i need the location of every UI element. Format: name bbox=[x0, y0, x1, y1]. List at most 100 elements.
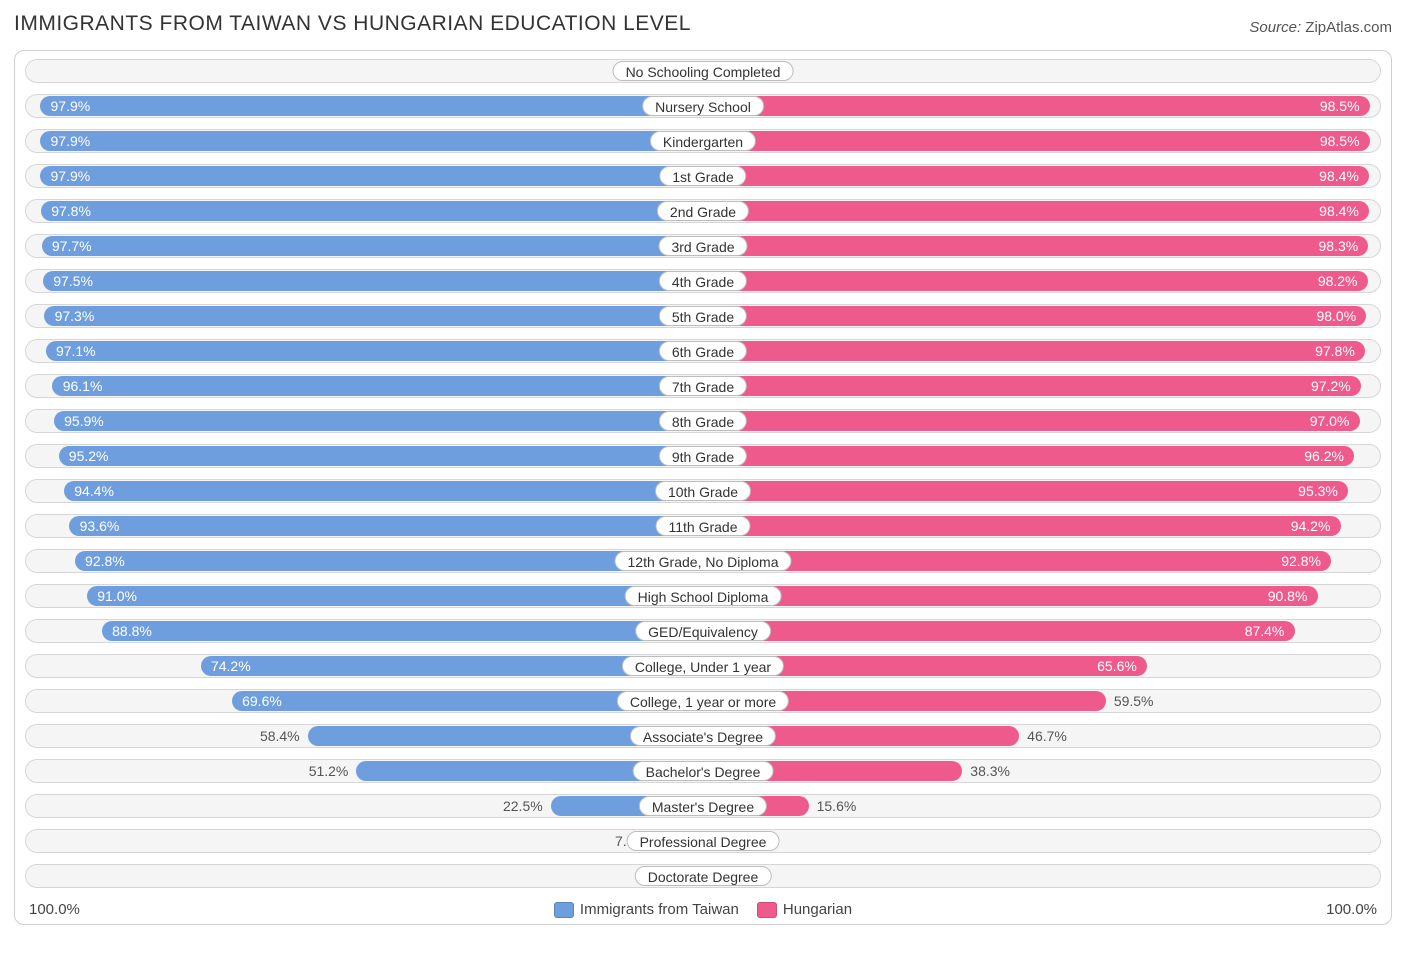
header: IMMIGRANTS FROM TAIWAN VS HUNGARIAN EDUC… bbox=[14, 12, 1392, 36]
diverging-bar-chart: 2.1%1.6%No Schooling Completed 97.9% 98.5%… bbox=[14, 50, 1392, 925]
bar-right bbox=[703, 201, 1369, 221]
bar-right bbox=[703, 131, 1370, 151]
value-right: 98.0% bbox=[1308, 305, 1364, 327]
source-name: ZipAtlas.com bbox=[1305, 19, 1392, 36]
bar-row: 97.9% 98.4% 1st Grade bbox=[25, 164, 1381, 188]
bar-row: 97.7% 98.3% 3rd Grade bbox=[25, 234, 1381, 258]
bar-row: 97.8%98.4%2nd Grade bbox=[25, 199, 1381, 223]
category-pill: 8th Grade bbox=[659, 411, 747, 431]
bar-row: 2.1%1.6%No Schooling Completed bbox=[25, 59, 1381, 83]
value-right: 97.0% bbox=[1302, 410, 1358, 432]
category-pill: Master's Degree bbox=[639, 796, 767, 816]
bar-right bbox=[703, 341, 1365, 361]
category-pill: 11th Grade bbox=[655, 516, 750, 536]
value-left: 97.9% bbox=[43, 165, 99, 187]
bar-right bbox=[703, 306, 1366, 326]
bar-left bbox=[69, 516, 703, 536]
bar-row: 7.1%4.6%Professional Degree bbox=[25, 829, 1381, 853]
legend-item-left: Immigrants from Taiwan bbox=[554, 901, 739, 918]
source-attribution: Source: ZipAtlas.com bbox=[1249, 19, 1392, 36]
bar-row: 95.2% 96.2% 9th Grade bbox=[25, 444, 1381, 468]
value-left: 97.3% bbox=[47, 305, 103, 327]
bar-right bbox=[703, 236, 1368, 256]
bar-left bbox=[41, 201, 703, 221]
value-left: 97.8% bbox=[43, 200, 99, 222]
chart-footer: 100.0% Immigrants from Taiwan Hungarian … bbox=[25, 899, 1381, 918]
bar-row: 94.4% 95.3% 10th Grade bbox=[25, 479, 1381, 503]
bar-row: 74.2%65.6%College, Under 1 year bbox=[25, 654, 1381, 678]
value-left: 97.9% bbox=[43, 95, 99, 117]
value-left: 88.8% bbox=[104, 620, 160, 642]
bar-left bbox=[43, 271, 703, 291]
category-pill: Bachelor's Degree bbox=[633, 761, 774, 781]
bar-row: 58.4%46.7%Associate's Degree bbox=[25, 724, 1381, 748]
bar-left bbox=[75, 551, 703, 571]
category-pill: No Schooling Completed bbox=[613, 61, 794, 81]
bar-left bbox=[40, 96, 703, 116]
category-pill: College, 1 year or more bbox=[617, 691, 789, 711]
value-right: 98.4% bbox=[1311, 200, 1367, 222]
category-pill: Nursery School bbox=[642, 96, 764, 116]
bar-right bbox=[703, 411, 1360, 431]
value-left: 91.0% bbox=[89, 585, 145, 607]
value-right: 98.5% bbox=[1312, 130, 1368, 152]
value-right: 96.2% bbox=[1296, 445, 1352, 467]
bar-left bbox=[46, 341, 703, 361]
value-right: 94.2% bbox=[1283, 515, 1339, 537]
category-pill: College, Under 1 year bbox=[622, 656, 784, 676]
bar-left bbox=[52, 376, 703, 396]
value-left: 93.6% bbox=[72, 515, 128, 537]
bar-right bbox=[703, 481, 1348, 501]
bar-row: 97.3% 98.0% 5th Grade bbox=[25, 304, 1381, 328]
legend-label-left: Immigrants from Taiwan bbox=[580, 901, 739, 918]
value-right: 38.3% bbox=[962, 760, 1018, 782]
value-right: 95.3% bbox=[1290, 480, 1346, 502]
category-pill: High School Diploma bbox=[625, 586, 782, 606]
bar-right bbox=[703, 446, 1354, 466]
value-left: 94.4% bbox=[66, 480, 122, 502]
bar-row: 88.8%87.4%GED/Equivalency bbox=[25, 619, 1381, 643]
bar-row: 97.5%98.2%4th Grade bbox=[25, 269, 1381, 293]
bar-left bbox=[40, 131, 703, 151]
bar-row: 22.5% 15.6% Master's Degree bbox=[25, 794, 1381, 818]
value-right: 15.6% bbox=[809, 795, 865, 817]
bar-row: 97.9% 98.5% Nursery School bbox=[25, 94, 1381, 118]
category-pill: 3rd Grade bbox=[658, 236, 747, 256]
source-prefix: Source: bbox=[1249, 19, 1301, 36]
bar-row: 69.6%59.5%College, 1 year or more bbox=[25, 689, 1381, 713]
category-pill: GED/Equivalency bbox=[635, 621, 771, 641]
bar-right bbox=[703, 551, 1331, 571]
category-pill: 1st Grade bbox=[659, 166, 746, 186]
legend-item-right: Hungarian bbox=[757, 901, 852, 918]
value-right: 98.2% bbox=[1310, 270, 1366, 292]
legend-swatch-right bbox=[757, 902, 777, 918]
category-pill: 9th Grade bbox=[659, 446, 747, 466]
value-right: 98.3% bbox=[1310, 235, 1366, 257]
value-right: 98.4% bbox=[1311, 165, 1367, 187]
value-left: 97.1% bbox=[48, 340, 104, 362]
bar-left bbox=[64, 481, 703, 501]
legend-swatch-left bbox=[554, 902, 574, 918]
legend-label-right: Hungarian bbox=[783, 901, 852, 918]
bar-left bbox=[44, 306, 703, 326]
axis-max-right: 100.0% bbox=[1326, 901, 1377, 918]
value-left: 95.2% bbox=[61, 445, 117, 467]
category-pill: 10th Grade bbox=[655, 481, 751, 501]
value-left: 97.9% bbox=[43, 130, 99, 152]
value-right: 65.6% bbox=[1089, 655, 1145, 677]
value-right: 97.2% bbox=[1303, 375, 1359, 397]
bar-right bbox=[703, 271, 1368, 291]
category-pill: Doctorate Degree bbox=[635, 866, 772, 886]
bar-row: 93.6% 94.2% 11th Grade bbox=[25, 514, 1381, 538]
value-right: 90.8% bbox=[1260, 585, 1316, 607]
value-left: 22.5% bbox=[495, 795, 551, 817]
value-left: 51.2% bbox=[301, 760, 357, 782]
value-right: 98.5% bbox=[1312, 95, 1368, 117]
value-left: 97.5% bbox=[45, 270, 101, 292]
bar-row: 91.0% 90.8% High School Diploma bbox=[25, 584, 1381, 608]
bar-row: 95.9%97.0%8th Grade bbox=[25, 409, 1381, 433]
category-pill: 5th Grade bbox=[659, 306, 747, 326]
bar-left bbox=[40, 166, 703, 186]
value-left: 97.7% bbox=[44, 235, 100, 257]
value-left: 92.8% bbox=[77, 550, 133, 572]
